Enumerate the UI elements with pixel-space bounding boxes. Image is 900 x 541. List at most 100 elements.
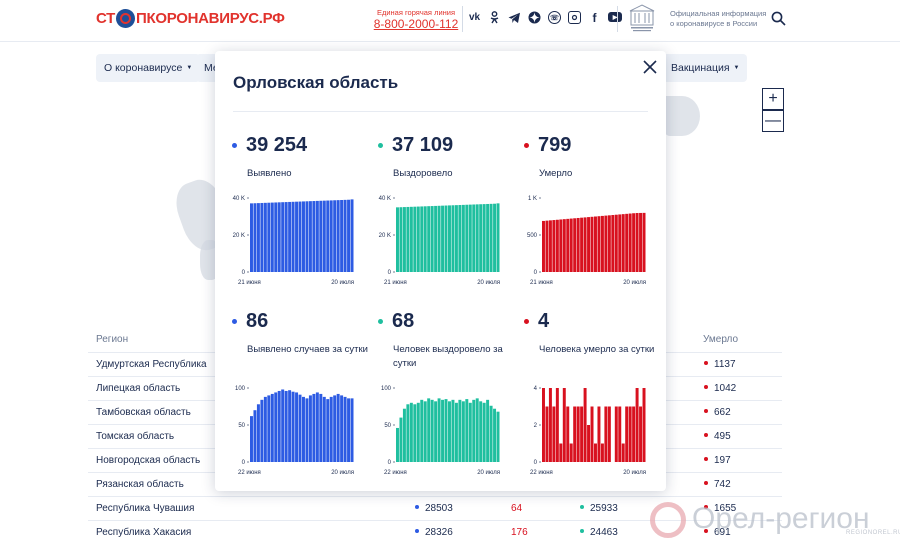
chart-bar[interactable] <box>583 217 587 272</box>
chart-bar[interactable] <box>253 203 257 272</box>
chart-bar[interactable] <box>486 399 490 462</box>
chart-bar[interactable] <box>479 204 483 272</box>
chart-bar[interactable] <box>308 201 312 272</box>
chart-bar[interactable] <box>305 398 309 462</box>
chart-bar[interactable] <box>625 406 629 463</box>
chart-bar[interactable] <box>621 443 625 463</box>
chart-bar[interactable] <box>562 388 566 462</box>
chart-bar[interactable] <box>548 388 552 462</box>
chart-bar[interactable] <box>333 200 337 272</box>
nav-item-vaccination[interactable]: Вакцинация ▼ <box>663 54 748 82</box>
chart-bar[interactable] <box>461 401 465 462</box>
chart-bar[interactable] <box>263 202 267 272</box>
chart-bar[interactable] <box>604 406 608 463</box>
chart-bar[interactable] <box>250 203 253 272</box>
chart-bar[interactable] <box>441 399 445 462</box>
chart-bar[interactable] <box>423 401 427 462</box>
chart-bar[interactable] <box>322 200 326 272</box>
chart-bar[interactable] <box>270 202 274 272</box>
chart-bar[interactable] <box>573 218 577 272</box>
chart-bar[interactable] <box>427 398 431 462</box>
chart-bar[interactable] <box>437 398 441 462</box>
chart-bar[interactable] <box>566 406 570 463</box>
chart-bar[interactable] <box>270 393 274 462</box>
chart-bar[interactable] <box>625 213 629 272</box>
chart-bar[interactable] <box>454 402 458 462</box>
chart-bar[interactable] <box>632 406 636 463</box>
chart-bar[interactable] <box>583 388 587 462</box>
chart-bar[interactable] <box>302 201 305 272</box>
chart-bar[interactable] <box>607 215 611 272</box>
table-header-region[interactable]: Регион <box>96 334 129 345</box>
chart-bar[interactable] <box>326 399 330 462</box>
chart-bar[interactable] <box>611 215 615 272</box>
chart-bar[interactable] <box>288 201 292 272</box>
chart-bar[interactable] <box>576 406 580 463</box>
viber-icon[interactable]: ☏ <box>548 11 561 24</box>
hotline-phone-link[interactable]: 8-800-2000-112 <box>373 17 459 31</box>
chart-bar[interactable] <box>267 202 271 272</box>
chart-bar[interactable] <box>614 214 618 272</box>
chart-bar[interactable] <box>614 406 618 463</box>
chart-bar[interactable] <box>277 202 281 272</box>
chart-bar[interactable] <box>434 401 438 462</box>
chart-bar[interactable] <box>416 206 420 272</box>
region-name[interactable]: Томская область <box>96 431 175 442</box>
chart-bar[interactable] <box>482 204 486 272</box>
vk-icon[interactable]: vk <box>468 12 481 23</box>
chart-bar[interactable] <box>402 207 406 272</box>
chart-bar[interactable] <box>409 402 413 462</box>
chart-bar[interactable] <box>496 203 500 272</box>
chart-bar[interactable] <box>600 443 604 463</box>
chart-bar[interactable] <box>250 416 253 462</box>
chart-bar[interactable] <box>594 443 597 463</box>
chart-bar[interactable] <box>482 402 486 462</box>
yandex-zen-icon[interactable] <box>528 11 541 24</box>
chart-bar[interactable] <box>420 399 424 462</box>
chart-bar[interactable] <box>489 405 493 462</box>
chart-bar[interactable] <box>281 202 285 272</box>
chart-bar[interactable] <box>587 425 591 462</box>
chart-bar[interactable] <box>291 391 295 462</box>
chart-bar[interactable] <box>420 206 424 272</box>
chart-bar[interactable] <box>277 390 281 462</box>
chart-bar[interactable] <box>315 392 319 462</box>
map-region-shape[interactable] <box>664 96 700 136</box>
chart-bar[interactable] <box>295 201 299 272</box>
chart-bar[interactable] <box>569 443 573 463</box>
chart-bar[interactable] <box>479 401 483 462</box>
chart-bar[interactable] <box>448 401 451 462</box>
chart-bar[interactable] <box>448 205 451 272</box>
chart-bar[interactable] <box>597 406 601 463</box>
chart-bar[interactable] <box>542 220 545 272</box>
facebook-icon[interactable]: f <box>592 10 597 25</box>
chart-bar[interactable] <box>587 217 591 272</box>
chart-bar[interactable] <box>472 399 476 462</box>
nav-item-about[interactable]: О коронавирусе ▼ <box>96 54 201 82</box>
chart-bar[interactable] <box>298 394 302 462</box>
chart-bar[interactable] <box>642 388 646 462</box>
chart-bar[interactable] <box>580 406 584 463</box>
chart-bar[interactable] <box>548 220 552 272</box>
chart-bar[interactable] <box>475 398 479 462</box>
chart-bar[interactable] <box>347 398 351 462</box>
chart-bar[interactable] <box>451 205 455 272</box>
chart-bar[interactable] <box>590 406 594 463</box>
odnoklassniki-icon[interactable] <box>488 11 501 24</box>
chart-bar[interactable] <box>409 206 413 272</box>
telegram-icon[interactable] <box>508 11 521 24</box>
chart-bar[interactable] <box>493 203 497 272</box>
chart-bar[interactable] <box>437 205 441 272</box>
chart-bar[interactable] <box>639 212 643 272</box>
chart-bar[interactable] <box>319 393 323 462</box>
chart-bar[interactable] <box>639 406 643 463</box>
chart-bar[interactable] <box>607 406 611 463</box>
chart-bar[interactable] <box>555 388 559 462</box>
chart-bar[interactable] <box>274 392 278 462</box>
chart-bar[interactable] <box>402 408 406 462</box>
chart-bar[interactable] <box>281 389 285 462</box>
search-icon[interactable] <box>771 11 786 26</box>
table-header-died[interactable]: Умерло <box>703 334 739 345</box>
chart-bar[interactable] <box>413 206 417 272</box>
chart-bar[interactable] <box>441 205 445 272</box>
